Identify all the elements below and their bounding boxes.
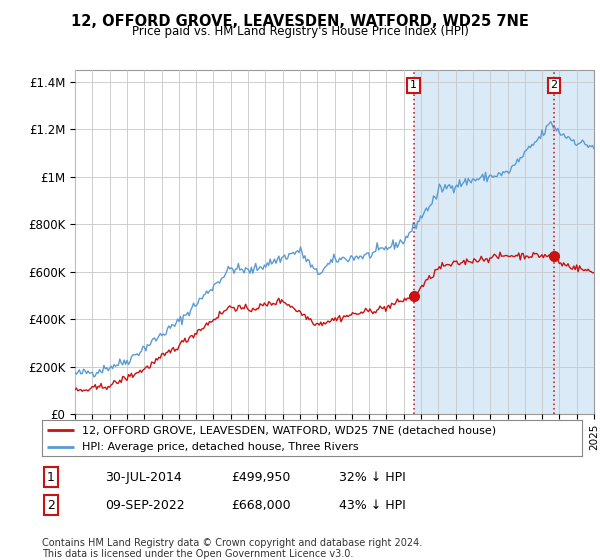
Text: Contains HM Land Registry data © Crown copyright and database right 2024.
This d: Contains HM Land Registry data © Crown c… — [42, 538, 422, 559]
Bar — [414, 70, 594, 414]
Text: 12, OFFORD GROVE, LEAVESDEN, WATFORD, WD25 7NE: 12, OFFORD GROVE, LEAVESDEN, WATFORD, WD… — [71, 14, 529, 29]
Text: HPI: Average price, detached house, Three Rivers: HPI: Average price, detached house, Thre… — [83, 442, 359, 451]
Text: 2: 2 — [550, 81, 557, 91]
Text: 2: 2 — [47, 498, 55, 512]
Text: 32% ↓ HPI: 32% ↓ HPI — [339, 470, 406, 484]
Text: 43% ↓ HPI: 43% ↓ HPI — [339, 498, 406, 512]
Text: 09-SEP-2022: 09-SEP-2022 — [105, 498, 185, 512]
Text: 12, OFFORD GROVE, LEAVESDEN, WATFORD, WD25 7NE (detached house): 12, OFFORD GROVE, LEAVESDEN, WATFORD, WD… — [83, 425, 497, 435]
Text: £499,950: £499,950 — [231, 470, 290, 484]
Text: 1: 1 — [47, 470, 55, 484]
Text: 30-JUL-2014: 30-JUL-2014 — [105, 470, 182, 484]
Text: 1: 1 — [410, 81, 417, 91]
Text: Price paid vs. HM Land Registry's House Price Index (HPI): Price paid vs. HM Land Registry's House … — [131, 25, 469, 38]
Text: £668,000: £668,000 — [231, 498, 290, 512]
